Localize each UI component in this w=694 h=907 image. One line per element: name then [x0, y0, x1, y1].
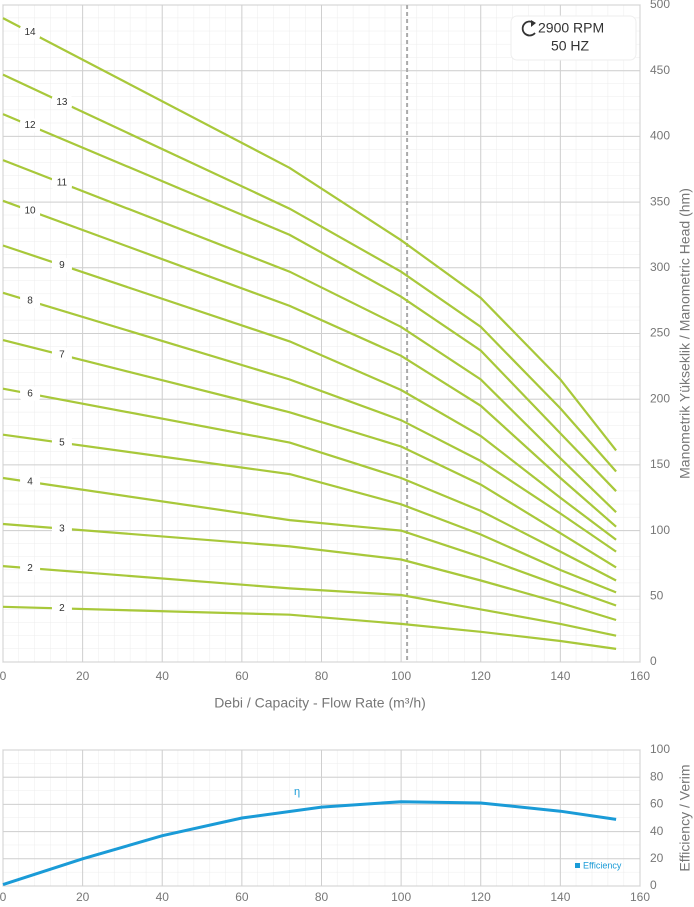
y-tick-label: 50: [650, 588, 664, 602]
series-line: [2, 244, 617, 541]
x-tick-label: 120: [471, 669, 491, 683]
line-label: 4: [27, 477, 33, 488]
x-tick-label: 140: [550, 890, 570, 904]
line-label: 11: [57, 178, 68, 189]
y-tick-label: 150: [650, 457, 670, 471]
y-tick-label: 20: [650, 851, 664, 865]
y-axis-title: Efficiency / Verim: [677, 764, 693, 871]
line-label-box: [51, 95, 72, 110]
line-label: 13: [56, 97, 68, 108]
line-label-box: [51, 347, 72, 362]
rpm-box: [510, 15, 637, 61]
line-label: 10: [25, 205, 37, 216]
line-label-box: [51, 601, 72, 616]
line-label-box: [20, 203, 41, 218]
x-tick-label: 120: [471, 890, 491, 904]
x-axis-title: Debi / Capacity - Flow Rate (m³/h): [214, 695, 426, 711]
y-axis-title: Manometrik Yükseklik / Manometric Head (…: [677, 188, 693, 479]
line-label-box: [20, 386, 41, 401]
x-tick-label: 40: [156, 890, 170, 904]
line-label-box: [51, 258, 72, 273]
line-label: 5: [59, 437, 65, 448]
y-tick-label: 350: [650, 194, 670, 208]
legend-label: Efficiency: [583, 860, 622, 870]
x-tick-label: 80: [315, 890, 329, 904]
line-label-box: [20, 561, 41, 576]
line-label: 2: [27, 563, 33, 574]
series-line: [2, 605, 617, 650]
rpm-text: 2900 RPM: [538, 20, 604, 36]
series-line: [2, 522, 617, 622]
series-line: [2, 73, 617, 473]
x-tick-label: 60: [235, 669, 249, 683]
series-line: [2, 433, 617, 594]
line-label-box: [20, 25, 41, 40]
line-label: 9: [59, 260, 65, 271]
x-tick-label: 20: [76, 890, 90, 904]
series-line: [2, 159, 617, 513]
y-tick-label: 0: [650, 654, 657, 668]
line-label: 12: [25, 120, 37, 131]
series-line: [2, 339, 617, 569]
x-tick-label: 20: [76, 669, 90, 683]
series-line: [2, 291, 617, 553]
y-tick-label: 100: [650, 742, 670, 756]
series-line: [2, 565, 617, 637]
line-label-box: [51, 435, 72, 450]
series-line: [2, 113, 617, 492]
x-tick-label: 60: [235, 890, 249, 904]
series-line: [2, 800, 617, 887]
x-tick-label: 40: [156, 669, 170, 683]
line-label-box: [20, 118, 41, 133]
rpm-icon-arrow: [531, 20, 536, 27]
y-tick-label: 300: [650, 260, 670, 274]
x-tick-label: 100: [391, 890, 411, 904]
x-tick-label: 0: [0, 890, 7, 904]
x-tick-label: 160: [630, 890, 650, 904]
y-tick-label: 0: [650, 878, 657, 892]
y-tick-label: 500: [650, 0, 670, 11]
y-tick-label: 40: [650, 824, 664, 838]
line-label: 3: [59, 523, 65, 534]
series-line: [2, 387, 617, 582]
curve-label: η: [294, 786, 300, 798]
x-tick-label: 160: [630, 669, 650, 683]
line-label-box: [20, 475, 41, 490]
y-tick-label: 100: [650, 523, 670, 537]
y-tick-label: 80: [650, 769, 664, 783]
x-tick-label: 100: [391, 669, 411, 683]
series-line: [2, 476, 617, 607]
hz-text: 50 HZ: [551, 38, 590, 54]
line-label: 14: [25, 27, 37, 38]
line-label: 7: [59, 350, 65, 361]
x-tick-label: 140: [550, 669, 570, 683]
line-label: 8: [27, 296, 33, 307]
y-tick-label: 450: [650, 63, 670, 77]
series-line: [2, 17, 617, 452]
line-label-box: [20, 293, 41, 308]
line-label: 2: [59, 603, 65, 614]
x-tick-label: 0: [0, 669, 7, 683]
series-line: [2, 199, 617, 528]
line-label-box: [51, 521, 72, 536]
x-tick-label: 80: [315, 669, 329, 683]
line-label: 6: [27, 388, 33, 399]
y-tick-label: 400: [650, 129, 670, 143]
line-label-box: [51, 176, 72, 191]
y-tick-label: 250: [650, 326, 670, 340]
rpm-icon: [521, 20, 536, 37]
legend-swatch: [575, 863, 580, 868]
y-tick-label: 60: [650, 797, 664, 811]
y-tick-label: 200: [650, 391, 670, 405]
